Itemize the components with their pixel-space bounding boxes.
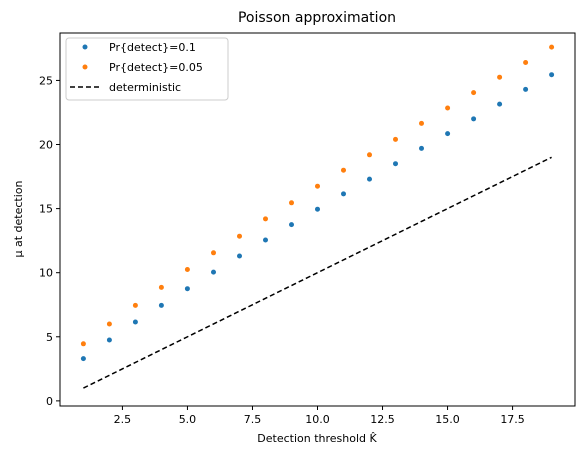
data-point-series-2 [445, 105, 451, 111]
data-point-series-2 [393, 136, 398, 142]
legend-label-series-2: Pr{detect}=0.05 [109, 61, 203, 74]
y-tick-label: 15 [39, 203, 53, 216]
data-point-series-1 [263, 237, 268, 243]
data-point-series-2 [106, 321, 112, 327]
data-marks [80, 44, 555, 389]
legend-box [65, 37, 229, 101]
legend-label-series-3: deterministic [109, 81, 181, 94]
x-tick-label: 5.0 [179, 413, 197, 426]
x-tick-label: 12.5 [370, 413, 395, 426]
y-axis-ticks: 0 5 10 15 20 25 [39, 74, 60, 408]
data-point-series-2 [289, 200, 294, 206]
x-tick-label: 10.0 [305, 413, 330, 426]
chart-title: Poisson approximation [238, 10, 396, 26]
x-axis-ticks: 2.5 5.0 7.5 10.0 12.5 15.0 17.5 [114, 406, 525, 426]
y-tick-label: 20 [39, 139, 53, 152]
data-point-series-1 [132, 319, 138, 325]
y-tick-label: 10 [39, 267, 53, 280]
data-point-series-2 [471, 90, 477, 96]
legend: Pr{detect}=0.1 Pr{detect}=0.05 determini… [65, 37, 229, 101]
series-line-3 [83, 156, 552, 389]
data-point-series-2 [211, 250, 216, 256]
data-point-series-2 [80, 341, 86, 347]
y-tick-label: 25 [39, 74, 53, 87]
data-point-series-1 [419, 145, 424, 151]
data-point-series-1 [184, 286, 190, 292]
data-point-series-1 [445, 131, 451, 137]
data-point-series-1 [523, 86, 529, 92]
data-point-series-2 [367, 152, 372, 158]
data-point-series-1 [211, 269, 216, 275]
data-point-series-1 [315, 206, 320, 212]
data-point-series-2 [419, 120, 424, 126]
data-point-series-2 [263, 216, 268, 222]
data-point-series-2 [132, 302, 138, 308]
data-point-series-1 [106, 337, 112, 343]
data-point-series-1 [471, 116, 477, 122]
legend-marker-series-1 [82, 44, 88, 50]
legend-marker-series-2 [82, 64, 88, 70]
data-point-series-2 [315, 183, 320, 189]
data-point-series-2 [497, 74, 503, 80]
data-point-series-2 [184, 267, 190, 272]
data-point-series-2 [237, 233, 242, 239]
data-point-series-2 [523, 60, 529, 65]
data-point-series-2 [549, 44, 555, 50]
data-point-series-1 [237, 253, 242, 259]
y-tick-label: 0 [46, 395, 53, 408]
x-tick-label: 17.5 [500, 413, 525, 426]
y-axis-label: μ at detection [12, 180, 25, 257]
data-point-series-1 [158, 302, 164, 308]
data-point-series-1 [393, 161, 398, 167]
data-point-series-1 [367, 176, 372, 182]
x-axis-label: Detection threshold K̂ [257, 432, 377, 445]
x-tick-label: 15.0 [435, 413, 460, 426]
data-point-series-1 [289, 222, 294, 228]
data-point-series-1 [549, 72, 555, 78]
data-point-series-1 [497, 101, 503, 107]
data-point-series-1 [80, 356, 86, 362]
x-tick-label: 2.5 [114, 413, 132, 426]
x-tick-label: 7.5 [244, 413, 262, 426]
legend-label-series-1: Pr{detect}=0.1 [109, 41, 196, 54]
data-point-series-2 [341, 167, 346, 173]
y-tick-label: 5 [46, 331, 53, 344]
data-point-series-2 [158, 284, 164, 290]
data-point-series-1 [341, 191, 346, 197]
